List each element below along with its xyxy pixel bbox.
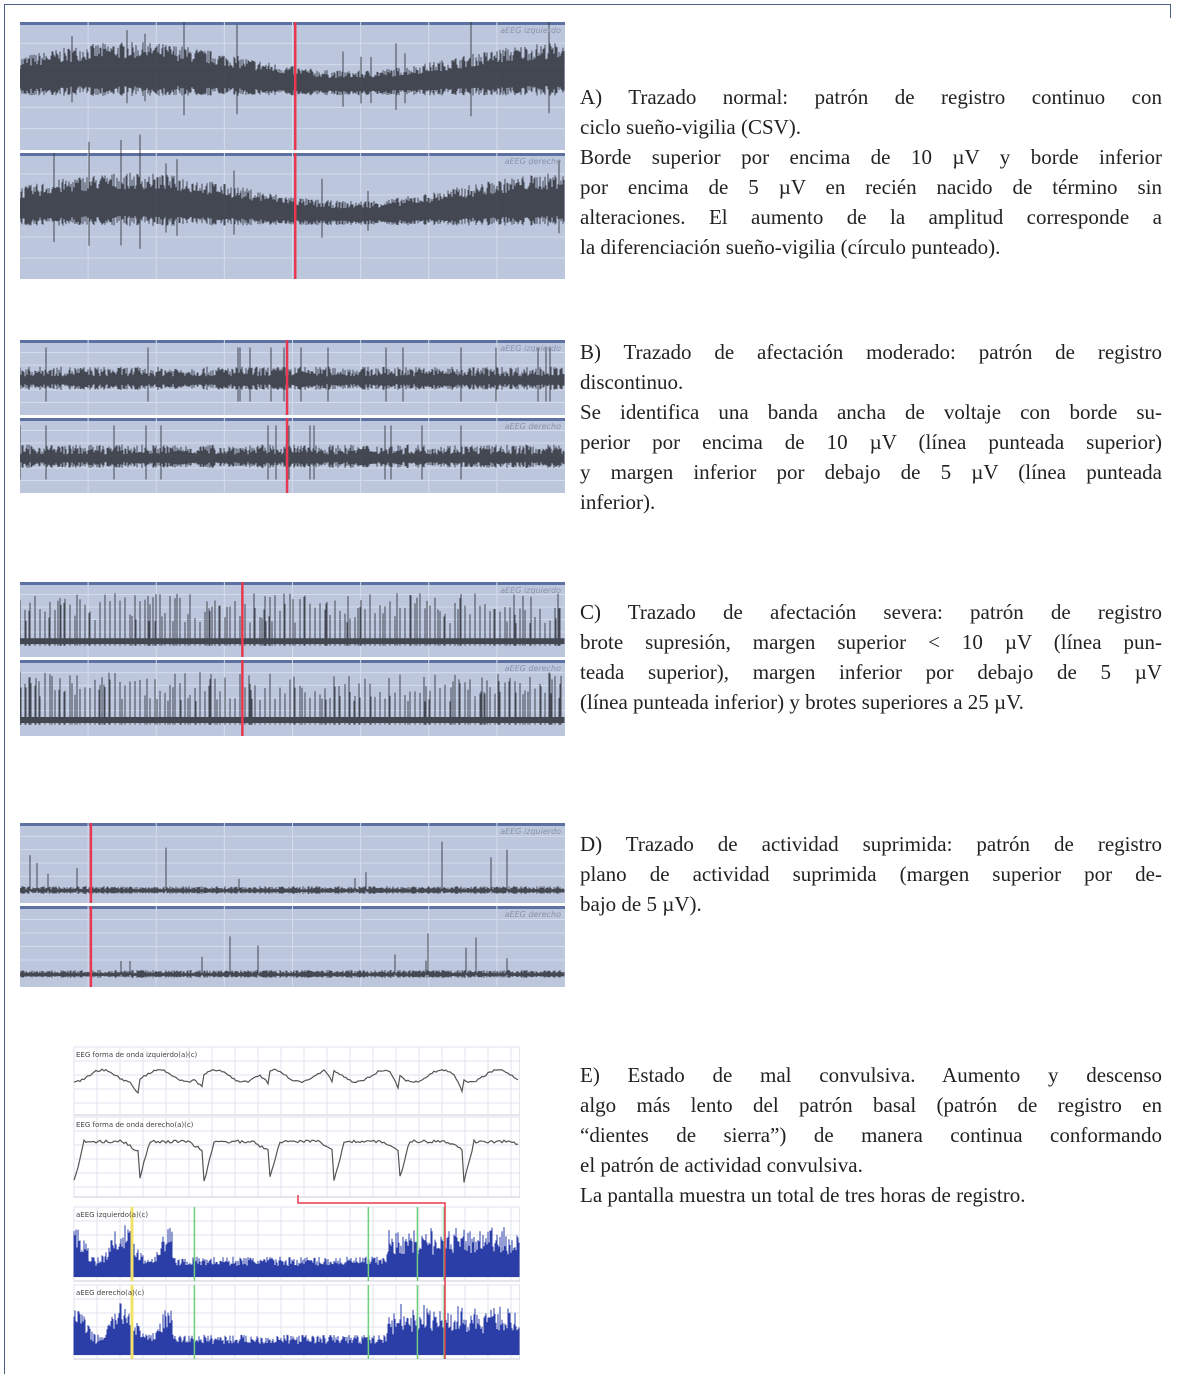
frame-border xyxy=(1170,4,1171,18)
paragraph: E) Estado de mal convulsiva. Aumento y d… xyxy=(580,1060,1162,1180)
aeeg-strip: aEEG derecho xyxy=(20,418,565,493)
strip-label: aEEG izquierdo xyxy=(500,827,561,836)
figure-image: aEEG izquierdo aEEG derecho xyxy=(20,340,565,493)
paragraph: Borde superior por encima de 10 µV y bor… xyxy=(580,142,1162,262)
strip-label: aEEG derecho xyxy=(505,910,561,919)
figure-image: aEEG izquierdo aEEG derecho xyxy=(20,22,565,279)
caption: B) Trazado de afectación moderado: patró… xyxy=(580,337,1162,517)
paragraph: La pantalla muestra un total de tres hor… xyxy=(580,1180,1162,1210)
figure-image: aEEG izquierdo aEEG derecho xyxy=(20,582,565,736)
text-line: brote supresión, margen superior < 10 µV… xyxy=(580,627,1162,657)
plot-label: aEEG derecho(a)(c) xyxy=(76,1289,144,1297)
strip-label: aEEG derecho xyxy=(505,664,561,673)
aeeg-strip: aEEG izquierdo xyxy=(20,340,565,415)
plot-label: EEG forma de onda derecho(a)(c) xyxy=(76,1121,194,1129)
plot-label: EEG forma de onda izquierdo(a)(c) xyxy=(76,1051,198,1059)
text-line: bajo de 5 µV). xyxy=(580,889,1162,919)
text-line: A) Trazado normal: patrón de registro co… xyxy=(580,82,1162,112)
aeeg-strip: aEEG izquierdo xyxy=(20,823,565,903)
text-line: la diferenciación sueño-vigilia (círculo… xyxy=(580,232,1162,262)
strip-label: aEEG izquierdo xyxy=(500,26,561,35)
strip-label: aEEG izquierdo xyxy=(500,586,561,595)
caption: C) Trazado de afectación severa: patrón … xyxy=(580,597,1162,717)
text-line: plano de actividad suprimida (margen sup… xyxy=(580,859,1162,889)
caption: E) Estado de mal convulsiva. Aumento y d… xyxy=(580,1060,1162,1210)
text-line: y margen inferior por debajo de 5 µV (lí… xyxy=(580,457,1162,487)
text-line: teada superior), margen inferior por deb… xyxy=(580,657,1162,687)
text-line: por encima de 5 µV en recién nacido de t… xyxy=(580,172,1162,202)
paragraph: A) Trazado normal: patrón de registro co… xyxy=(580,82,1162,142)
text-line: (línea punteada inferior) y brotes super… xyxy=(580,687,1162,717)
text-line: D) Trazado de actividad suprimida: patró… xyxy=(580,829,1162,859)
page: aEEG izquierdo aEEG derecho A) Trazado nor… xyxy=(0,0,1180,1374)
text-line: inferior). xyxy=(580,487,1162,517)
figure-image: EEG forma de onda izquierdo(a)(c) EEG for… xyxy=(60,1045,520,1360)
text-line: alteraciones. El aumento de la amplitud … xyxy=(580,202,1162,232)
aeeg-strip: aEEG derecho xyxy=(20,135,565,280)
text-line: el patrón de actividad convulsiva. xyxy=(580,1150,1162,1180)
aeeg-strip: aEEG derecho xyxy=(20,906,565,987)
text-line: C) Trazado de afectación severa: patrón … xyxy=(580,597,1162,627)
strip-label: aEEG izquierdo xyxy=(500,344,561,353)
paragraph: B) Trazado de afectación moderado: patró… xyxy=(580,337,1162,397)
text-line: B) Trazado de afectación moderado: patró… xyxy=(580,337,1162,367)
plot-background xyxy=(74,1117,520,1197)
paragraph: Se identifica una banda ancha de voltaje… xyxy=(580,397,1162,517)
text-line: algo más lento del patrón basal (patrón … xyxy=(580,1090,1162,1120)
strip-label: aEEG derecho xyxy=(505,422,561,431)
caption: D) Trazado de actividad suprimida: patró… xyxy=(580,829,1162,919)
text-line: La pantalla muestra un total de tres hor… xyxy=(580,1180,1162,1210)
aeeg-strip: aEEG izquierdo xyxy=(20,582,565,657)
paragraph: D) Trazado de actividad suprimida: patró… xyxy=(580,829,1162,919)
text-line: ciclo sueño-vigilia (CSV). xyxy=(580,112,1162,142)
plot-label: aEEG izquierdo(a)(c) xyxy=(76,1211,148,1219)
text-line: Borde superior por encima de 10 µV y bor… xyxy=(580,142,1162,172)
caption: A) Trazado normal: patrón de registro co… xyxy=(580,82,1162,262)
aeeg-strip: aEEG derecho xyxy=(20,660,565,736)
paragraph: C) Trazado de afectación severa: patrón … xyxy=(580,597,1162,717)
frame-border xyxy=(4,4,5,1374)
aeeg-strip: aEEG izquierdo xyxy=(20,22,565,150)
text-line: E) Estado de mal convulsiva. Aumento y d… xyxy=(580,1060,1162,1090)
text-line: Se identifica una banda ancha de voltaje… xyxy=(580,397,1162,427)
text-line: discontinuo. xyxy=(580,367,1162,397)
text-line: “dientes de sierra”) de manera continua … xyxy=(580,1120,1162,1150)
text-line: perior por encima de 10 µV (línea puntea… xyxy=(580,427,1162,457)
strip-label: aEEG derecho xyxy=(505,157,561,166)
figure-image: aEEG izquierdo aEEG derecho xyxy=(20,823,565,987)
frame-border xyxy=(4,4,1170,5)
